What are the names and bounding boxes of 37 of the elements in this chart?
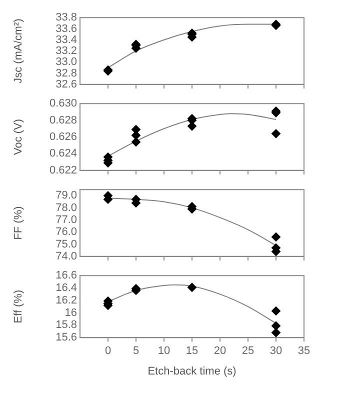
y-tick-label: 0.630 [49, 98, 77, 110]
x-tick-label: 35 [298, 345, 310, 358]
y-axis-title: Jsc (mA/cm²) [12, 18, 25, 84]
y-tick-label: 33.4 [56, 34, 77, 46]
y-tick-label: 33.8 [56, 12, 77, 24]
y-tick-label: 33.6 [56, 22, 77, 35]
y-tick-label: 74.0 [56, 250, 77, 262]
y-tick-label: 15.6 [56, 332, 77, 344]
x-axis-title: Etch-back time (s) [148, 365, 236, 378]
y-axis-title: Eff (%) [12, 290, 25, 324]
y-tick-label: 76.0 [56, 226, 77, 238]
y-tick-label: 15.8 [56, 319, 77, 332]
y-tick-label: 16.4 [56, 282, 77, 294]
x-tick-label: 30 [270, 345, 282, 358]
y-tick-label: 0.628 [49, 114, 77, 126]
x-tick-label: 0 [104, 345, 112, 358]
x-tick-label: 5 [132, 345, 140, 358]
y-tick-label: 75.0 [56, 238, 77, 250]
y-tick-label: 78.0 [56, 202, 77, 214]
y-axis-title: FF (%) [12, 206, 25, 240]
x-tick-label: 10 [158, 345, 170, 358]
y-axis-title: Voc (V) [12, 118, 25, 156]
y-tick-label: 32.6 [56, 78, 77, 90]
x-tick-label: 25 [242, 345, 254, 358]
x-tick-label: 15 [186, 345, 198, 358]
y-tick-label: 33.2 [56, 45, 77, 58]
y-tick-label: 79.0 [56, 190, 77, 202]
x-tick-label: 20 [214, 345, 226, 358]
y-tick-label: 16.2 [56, 294, 77, 306]
y-tick-label: 77.0 [56, 214, 77, 226]
y-tick-label: 0.624 [49, 148, 77, 160]
y-tick-label: 0.622 [49, 164, 77, 176]
y-tick-label: 16.6 [56, 270, 77, 282]
y-tick-label: 0.626 [49, 131, 77, 144]
y-tick-label: 16 [64, 306, 77, 319]
y-tick-label: 32.8 [56, 67, 77, 80]
y-tick-label: 33.0 [56, 56, 77, 68]
